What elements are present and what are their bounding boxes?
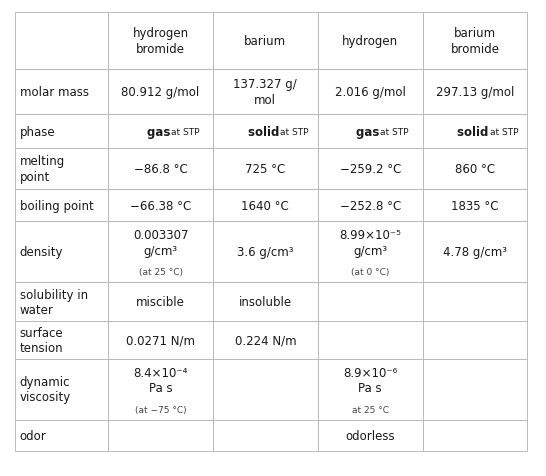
Text: boiling point: boiling point — [20, 199, 93, 212]
Text: at STP: at STP — [171, 128, 199, 136]
Text: at 25 °C: at 25 °C — [352, 405, 389, 414]
Bar — [318, 322, 423, 359]
Text: (at 0 °C): (at 0 °C) — [351, 268, 389, 277]
Text: miscible: miscible — [136, 296, 185, 309]
Text: 1835 °C: 1835 °C — [452, 199, 498, 212]
Text: hydrogen: hydrogen — [342, 35, 398, 48]
Bar — [318, 149, 423, 189]
Bar — [15, 189, 108, 222]
Text: 4.78 g/cm³: 4.78 g/cm³ — [443, 246, 507, 259]
Text: insoluble: insoluble — [239, 296, 292, 309]
Text: dynamic
viscosity: dynamic viscosity — [20, 375, 71, 404]
Bar — [108, 222, 213, 283]
Bar — [423, 222, 527, 283]
Bar — [213, 359, 318, 420]
Text: 3.6 g/cm³: 3.6 g/cm³ — [237, 246, 294, 259]
Text: (at −75 °C): (at −75 °C) — [135, 405, 186, 414]
Bar — [423, 283, 527, 322]
Bar — [423, 149, 527, 189]
Bar — [213, 149, 318, 189]
Text: −259.2 °C: −259.2 °C — [340, 163, 401, 176]
Text: at STP: at STP — [490, 128, 519, 136]
Bar — [318, 69, 423, 115]
Bar — [15, 222, 108, 283]
Bar — [213, 13, 318, 69]
Bar — [15, 149, 108, 189]
Bar — [318, 283, 423, 322]
Bar — [213, 322, 318, 359]
Bar — [213, 420, 318, 451]
Text: 137.327 g/
mol: 137.327 g/ mol — [234, 78, 297, 106]
Bar — [15, 69, 108, 115]
Bar — [318, 115, 423, 149]
Bar — [213, 283, 318, 322]
Bar — [108, 322, 213, 359]
Text: −66.38 °C: −66.38 °C — [130, 199, 191, 212]
Text: gas: gas — [147, 125, 174, 139]
Text: 2.016 g/mol: 2.016 g/mol — [335, 86, 406, 99]
Bar — [15, 13, 108, 69]
Bar — [108, 149, 213, 189]
Bar — [423, 13, 527, 69]
Text: barium: barium — [244, 35, 287, 48]
Text: density: density — [20, 246, 63, 259]
Bar — [213, 222, 318, 283]
Bar — [318, 222, 423, 283]
Text: 297.13 g/mol: 297.13 g/mol — [436, 86, 514, 99]
Text: melting
point: melting point — [20, 155, 65, 183]
Bar — [15, 359, 108, 420]
Text: barium
bromide: barium bromide — [450, 27, 500, 56]
Bar — [15, 115, 108, 149]
Text: 8.9×10⁻⁶
Pa s: 8.9×10⁻⁶ Pa s — [343, 366, 397, 395]
Text: at STP: at STP — [380, 128, 409, 136]
Bar — [318, 189, 423, 222]
Bar — [423, 420, 527, 451]
Text: 860 °C: 860 °C — [455, 163, 495, 176]
Bar — [108, 189, 213, 222]
Text: 1640 °C: 1640 °C — [241, 199, 289, 212]
Text: 725 °C: 725 °C — [245, 163, 286, 176]
Text: 0.003307
g/cm³: 0.003307 g/cm³ — [133, 229, 188, 258]
Text: molar mass: molar mass — [20, 86, 88, 99]
Bar — [108, 115, 213, 149]
Text: gas: gas — [357, 125, 384, 139]
Bar — [423, 115, 527, 149]
Text: solid: solid — [457, 125, 493, 139]
Bar — [15, 420, 108, 451]
Text: (at 25 °C): (at 25 °C) — [139, 268, 182, 277]
Bar — [423, 359, 527, 420]
Text: 0.224 N/m: 0.224 N/m — [235, 334, 296, 347]
Bar — [318, 359, 423, 420]
Bar — [423, 189, 527, 222]
Text: solubility in
water: solubility in water — [20, 288, 88, 317]
Bar — [213, 69, 318, 115]
Text: −86.8 °C: −86.8 °C — [134, 163, 187, 176]
Bar — [108, 359, 213, 420]
Bar — [318, 420, 423, 451]
Bar — [213, 115, 318, 149]
Text: 8.99×10⁻⁵
g/cm³: 8.99×10⁻⁵ g/cm³ — [339, 229, 401, 258]
Bar — [423, 69, 527, 115]
Text: 8.4×10⁻⁴
Pa s: 8.4×10⁻⁴ Pa s — [133, 366, 188, 395]
Text: surface
tension: surface tension — [20, 326, 63, 355]
Bar — [318, 13, 423, 69]
Bar — [108, 13, 213, 69]
Bar — [108, 420, 213, 451]
Text: odor: odor — [20, 429, 46, 442]
Text: at STP: at STP — [281, 128, 309, 136]
Bar — [213, 189, 318, 222]
Text: solid: solid — [247, 125, 283, 139]
Bar — [108, 283, 213, 322]
Text: odorless: odorless — [346, 429, 395, 442]
Text: −252.8 °C: −252.8 °C — [340, 199, 401, 212]
Bar — [15, 283, 108, 322]
Bar — [108, 69, 213, 115]
Text: hydrogen
bromide: hydrogen bromide — [133, 27, 188, 56]
Bar — [423, 322, 527, 359]
Text: phase: phase — [20, 125, 55, 139]
Text: 80.912 g/mol: 80.912 g/mol — [121, 86, 200, 99]
Text: 0.0271 N/m: 0.0271 N/m — [126, 334, 195, 347]
Bar — [15, 322, 108, 359]
